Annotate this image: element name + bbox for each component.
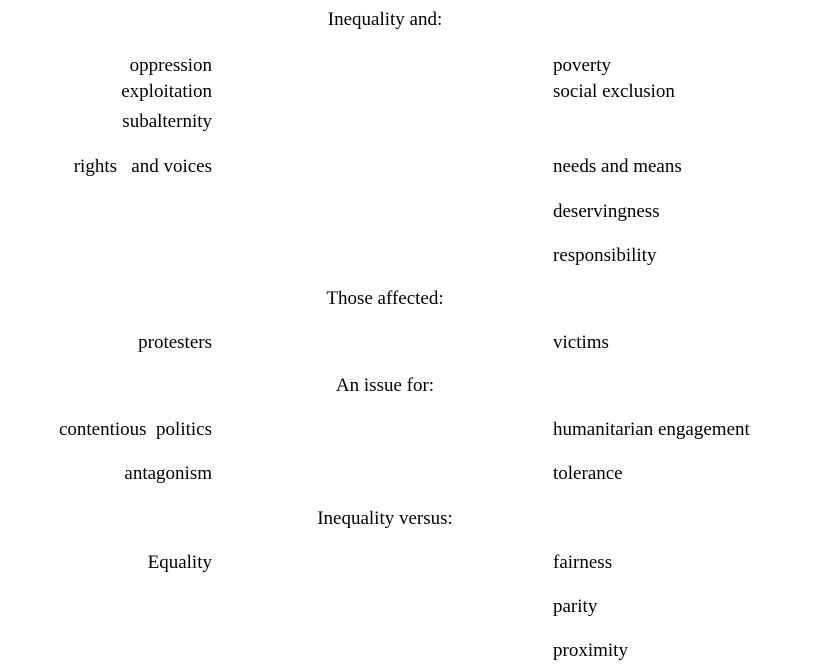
right-item: proximity [553, 640, 628, 661]
left-item: rights and voices [73, 156, 212, 177]
section-heading: Inequality versus: [317, 508, 453, 529]
right-item: needs and means [553, 156, 682, 177]
right-item: deservingness [553, 201, 660, 222]
right-item: tolerance [553, 463, 623, 484]
left-item: protesters [138, 332, 212, 353]
right-item: poverty [553, 55, 612, 76]
section-heading: Inequality and: [327, 9, 443, 30]
left-item: contentious politics [58, 419, 212, 440]
right-item: parity [553, 596, 598, 617]
section-heading: Those affected: [326, 288, 444, 309]
right-item: humanitarian engagement [553, 419, 750, 440]
left-item: antagonism [124, 463, 212, 484]
right-item: victims [553, 332, 609, 353]
left-item: subalternity [122, 111, 212, 132]
right-item: responsibility [553, 245, 657, 266]
left-item: Equality [147, 552, 212, 573]
left-item: exploitation [121, 81, 212, 102]
right-item: social exclusion [553, 81, 675, 102]
right-item: fairness [553, 552, 613, 573]
left-item: oppression [129, 55, 212, 76]
section-heading: An issue for: [335, 375, 435, 396]
